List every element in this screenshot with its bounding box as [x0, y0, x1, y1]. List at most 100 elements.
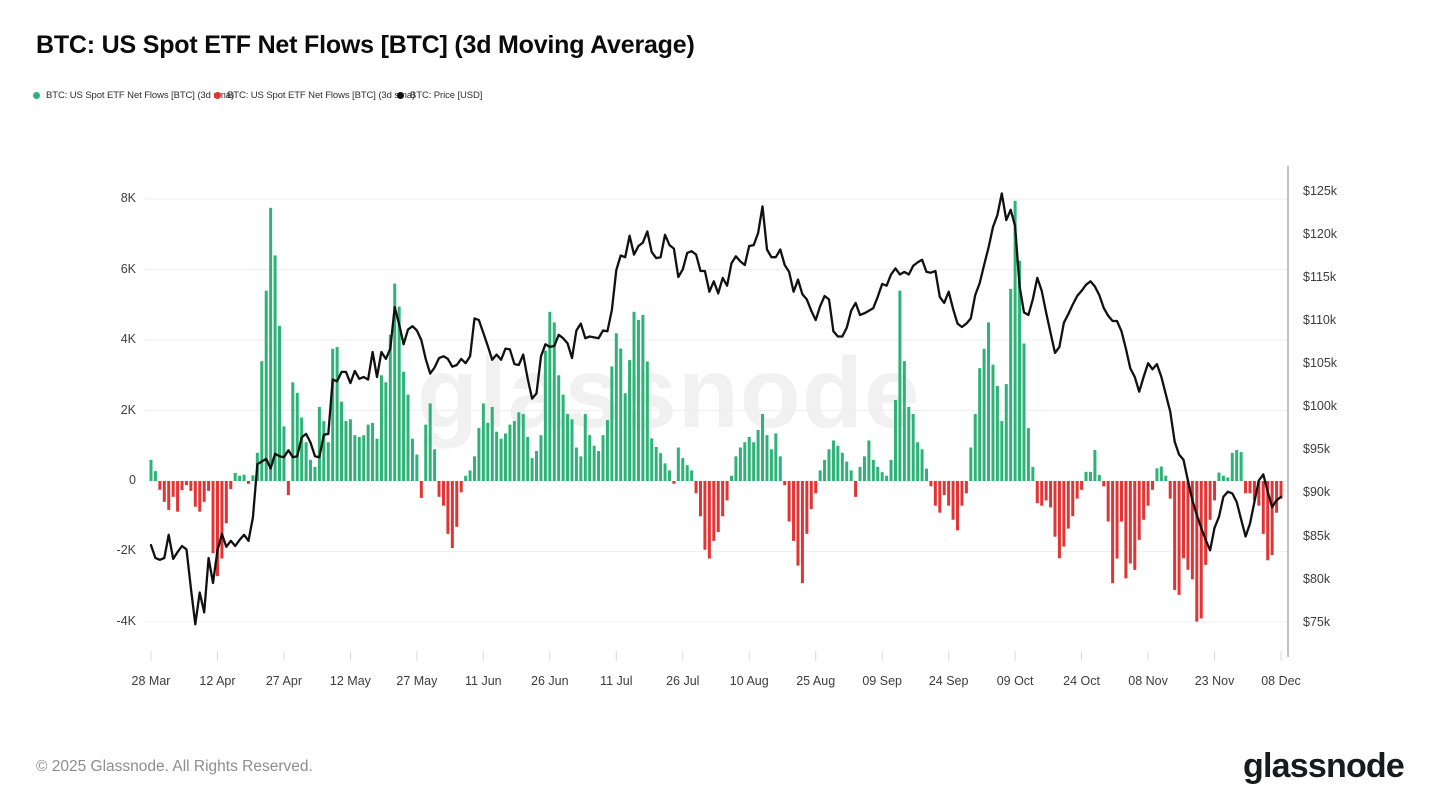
- netflow-bar[interactable]: [947, 481, 951, 506]
- netflow-bar[interactable]: [938, 481, 942, 513]
- netflow-bar[interactable]: [335, 347, 339, 481]
- netflow-bar[interactable]: [366, 424, 370, 481]
- netflow-bar[interactable]: [512, 421, 516, 481]
- netflow-bar[interactable]: [889, 459, 893, 481]
- netflow-bar[interactable]: [357, 436, 361, 481]
- netflow-bar[interactable]: [1279, 481, 1283, 499]
- netflow-bar[interactable]: [672, 481, 676, 484]
- netflow-bar[interactable]: [1137, 481, 1141, 540]
- netflow-bar[interactable]: [278, 325, 282, 481]
- netflow-bar[interactable]: [685, 465, 689, 481]
- netflow-bar[interactable]: [158, 481, 162, 490]
- netflow-bar[interactable]: [1146, 481, 1150, 506]
- netflow-bar[interactable]: [1000, 421, 1004, 481]
- netflow-bar[interactable]: [1261, 481, 1265, 534]
- netflow-bar[interactable]: [486, 422, 490, 481]
- netflow-bar[interactable]: [402, 371, 406, 481]
- netflow-bar[interactable]: [592, 445, 596, 481]
- netflow-bar[interactable]: [450, 481, 454, 548]
- netflow-bar[interactable]: [1230, 452, 1234, 481]
- netflow-bar[interactable]: [504, 433, 508, 481]
- netflow-bar[interactable]: [1044, 481, 1048, 501]
- netflow-bar[interactable]: [623, 393, 627, 481]
- netflow-bar[interactable]: [761, 414, 765, 481]
- netflow-bar[interactable]: [220, 481, 224, 559]
- netflow-bar[interactable]: [340, 401, 344, 481]
- netflow-bar[interactable]: [862, 456, 866, 481]
- netflow-bar[interactable]: [1213, 481, 1217, 501]
- netflow-bar[interactable]: [836, 445, 840, 481]
- netflow-bar[interactable]: [645, 361, 649, 481]
- netflow-bar[interactable]: [1142, 481, 1146, 520]
- netflow-bar[interactable]: [1235, 449, 1239, 481]
- netflow-bar[interactable]: [535, 451, 539, 481]
- netflow-bar[interactable]: [495, 431, 499, 481]
- netflow-bar[interactable]: [827, 449, 831, 481]
- netflow-bar[interactable]: [207, 481, 211, 491]
- netflow-bar[interactable]: [1097, 475, 1101, 481]
- netflow-bar[interactable]: [1102, 481, 1106, 487]
- netflow-bar[interactable]: [526, 436, 530, 481]
- netflow-bar[interactable]: [663, 463, 667, 481]
- netflow-bar[interactable]: [477, 428, 481, 481]
- netflow-bar[interactable]: [902, 361, 906, 481]
- netflow-bar[interactable]: [982, 348, 986, 481]
- netflow-bar[interactable]: [854, 481, 858, 497]
- netflow-bar[interactable]: [286, 481, 290, 496]
- netflow-bar[interactable]: [1182, 481, 1186, 559]
- netflow-bar[interactable]: [149, 459, 153, 481]
- netflow-bar[interactable]: [964, 481, 968, 494]
- netflow-bar[interactable]: [792, 481, 796, 541]
- netflow-bar[interactable]: [326, 442, 330, 481]
- netflow-bar[interactable]: [371, 422, 375, 481]
- netflow-bar[interactable]: [1004, 384, 1008, 481]
- netflow-bar[interactable]: [1075, 481, 1079, 499]
- netflow-bar[interactable]: [233, 472, 237, 481]
- netflow-bar[interactable]: [521, 414, 525, 481]
- netflow-bar[interactable]: [499, 438, 503, 481]
- netflow-bar[interactable]: [419, 481, 423, 498]
- netflow-bar[interactable]: [1195, 481, 1199, 622]
- netflow-bar[interactable]: [1155, 468, 1159, 481]
- netflow-bar[interactable]: [650, 438, 654, 481]
- netflow-bar[interactable]: [375, 438, 379, 481]
- netflow-bar[interactable]: [211, 481, 215, 554]
- netflow-bar[interactable]: [796, 481, 800, 566]
- netflow-bar[interactable]: [397, 306, 401, 481]
- netflow-bar[interactable]: [840, 452, 844, 481]
- netflow-bar[interactable]: [291, 382, 295, 481]
- netflow-bar[interactable]: [1133, 481, 1137, 570]
- netflow-bar[interactable]: [304, 442, 308, 481]
- netflow-bar[interactable]: [991, 364, 995, 481]
- netflow-bar[interactable]: [769, 449, 773, 481]
- netflow-bar[interactable]: [641, 314, 645, 481]
- netflow-bar[interactable]: [180, 481, 184, 491]
- netflow-bar[interactable]: [331, 348, 335, 481]
- netflow-bar[interactable]: [734, 456, 738, 481]
- netflow-bar[interactable]: [543, 350, 547, 481]
- netflow-bar[interactable]: [468, 470, 472, 481]
- netflow-bar[interactable]: [1190, 481, 1194, 580]
- netflow-bar[interactable]: [251, 475, 255, 481]
- netflow-bar[interactable]: [951, 481, 955, 520]
- netflow-bar[interactable]: [393, 283, 397, 481]
- netflow-bar[interactable]: [1204, 481, 1208, 565]
- netflow-bar[interactable]: [698, 481, 702, 517]
- netflow-bar[interactable]: [916, 442, 920, 481]
- netflow-bar[interactable]: [1026, 428, 1030, 481]
- netflow-bar[interactable]: [579, 456, 583, 481]
- netflow-bar[interactable]: [1106, 481, 1110, 522]
- netflow-bar[interactable]: [942, 481, 946, 496]
- netflow-bar[interactable]: [716, 481, 720, 533]
- netflow-bar[interactable]: [353, 435, 357, 481]
- netflow-bar[interactable]: [1031, 466, 1035, 481]
- netflow-bar[interactable]: [295, 392, 299, 481]
- netflow-bar[interactable]: [1084, 471, 1088, 481]
- netflow-bar[interactable]: [743, 442, 747, 481]
- netflow-bar[interactable]: [712, 481, 716, 541]
- netflow-bar[interactable]: [309, 459, 313, 481]
- netflow-bar[interactable]: [694, 481, 698, 494]
- netflow-bar[interactable]: [588, 435, 592, 481]
- netflow-bar[interactable]: [300, 417, 304, 481]
- netflow-bar[interactable]: [410, 438, 414, 481]
